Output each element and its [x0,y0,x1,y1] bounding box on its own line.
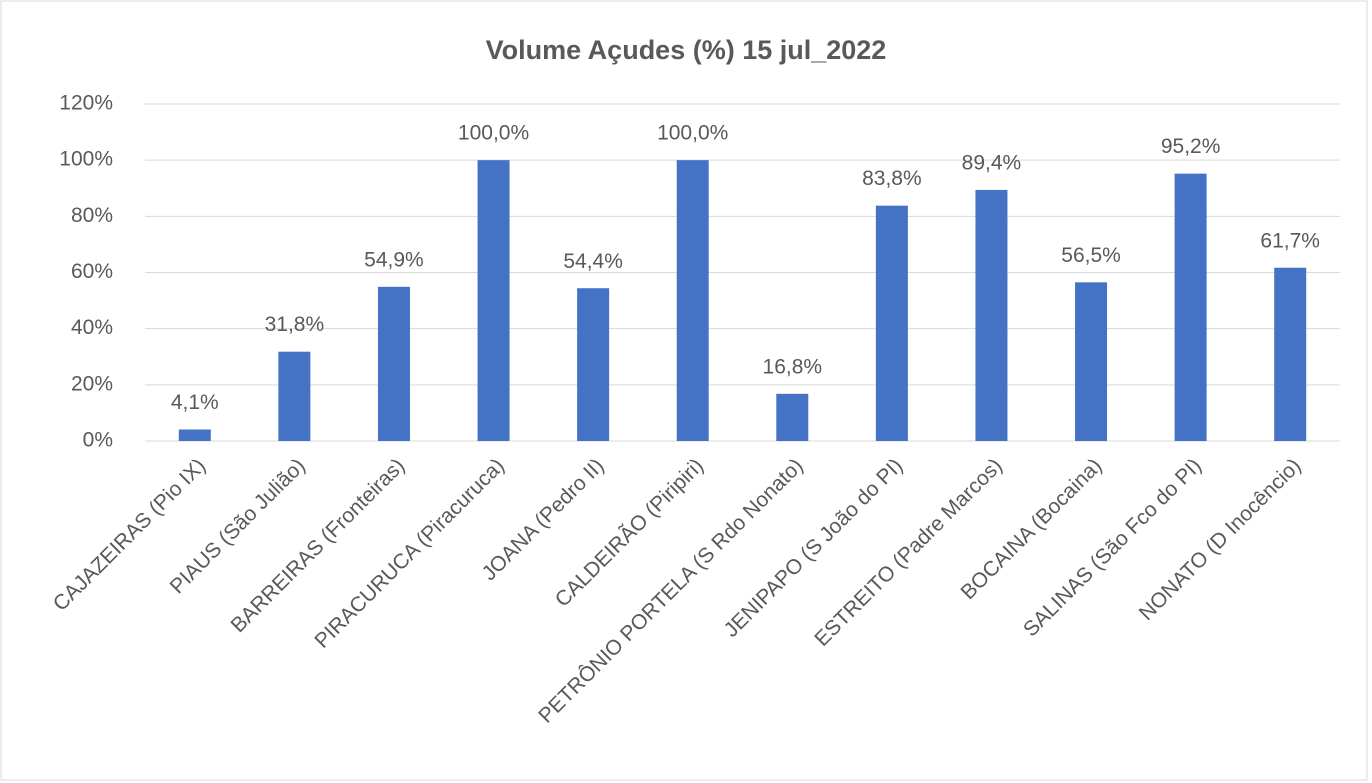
bar [776,393,809,441]
bar [377,286,410,441]
data-label: 4,1% [171,391,219,414]
y-tick-label: 0% [83,429,113,452]
data-label: 100,0% [458,122,529,145]
bar [477,160,510,441]
bar [975,189,1008,441]
data-label: 54,4% [563,250,623,273]
data-label: 83,8% [862,167,922,190]
bar [1274,267,1307,441]
data-label: 54,9% [364,248,424,271]
bar [278,351,311,441]
data-label: 56,5% [1061,244,1121,267]
data-label: 89,4% [962,151,1022,174]
y-tick-label: 80% [71,204,113,227]
bar [178,429,211,441]
data-label: 31,8% [265,313,325,336]
data-label: 100,0% [657,122,728,145]
y-tick-label: 40% [71,316,113,339]
data-label: 16,8% [763,355,823,378]
bar [875,205,908,441]
data-label: 61,7% [1260,229,1320,252]
bar [676,160,709,441]
y-tick-label: 20% [71,372,113,395]
y-tick-label: 60% [71,260,113,283]
bar [1174,173,1207,441]
chart-title: Volume Açudes (%) 15 jul_2022 [486,35,887,65]
bar [577,288,610,441]
y-tick-label: 120% [59,92,113,115]
data-label: 95,2% [1161,135,1221,158]
y-tick-label: 100% [59,148,113,171]
bar [1075,282,1108,441]
